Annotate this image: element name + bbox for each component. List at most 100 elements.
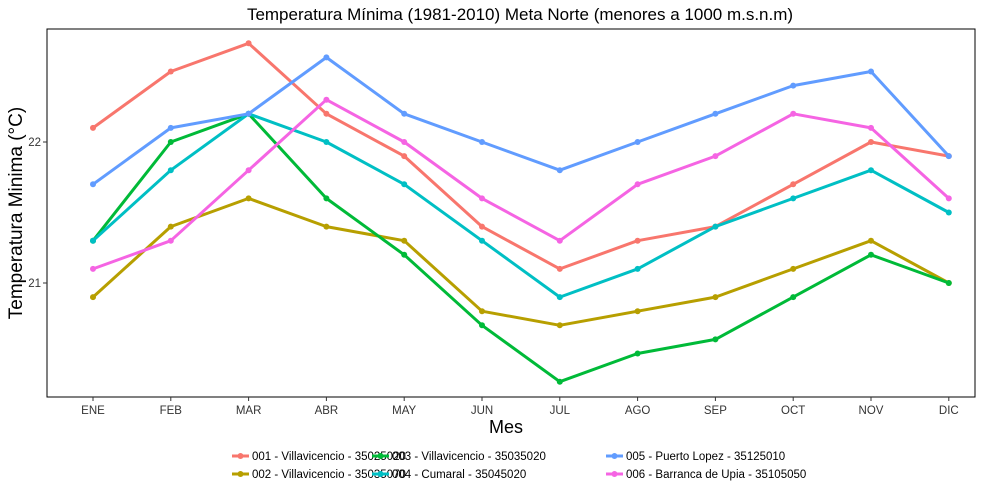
data-point [167, 223, 174, 230]
data-point [868, 167, 874, 174]
data-point [790, 82, 797, 89]
data-point [90, 294, 96, 301]
x-tick-label: NOV [859, 405, 884, 417]
data-point [167, 237, 174, 244]
data-point [479, 139, 485, 145]
data-point [479, 322, 485, 329]
series-6 [90, 96, 952, 272]
x-tick-label: JUN [471, 405, 493, 417]
legend-label: 004 - Cumaral - 35045020 [392, 469, 526, 481]
data-point [790, 195, 797, 202]
data-point [712, 336, 719, 343]
data-point [323, 54, 330, 61]
data-point [634, 181, 641, 188]
data-point [712, 153, 719, 160]
legend-label: 006 - Barranca de Upia - 35105050 [626, 469, 806, 481]
data-point [556, 378, 563, 385]
data-point [90, 265, 96, 272]
data-point [245, 110, 252, 117]
series-line [91, 112, 951, 299]
data-point [245, 167, 252, 174]
data-point [556, 294, 563, 301]
data-point [790, 110, 797, 117]
data-point [712, 110, 719, 117]
data-point [323, 96, 330, 103]
data-point [790, 265, 797, 272]
data-point [245, 40, 252, 47]
x-tick-label: MAY [392, 405, 416, 417]
data-point [712, 294, 719, 301]
series-line [91, 196, 951, 327]
legend-marker [611, 453, 618, 459]
legend-label: 001 - Villavicencio - 35025020 [252, 451, 406, 463]
data-point [479, 195, 485, 202]
series-4 [90, 110, 952, 301]
x-axis: ENE FEB MAR ABR MAY JUN JUL AGO SEP OCT NOV DIC [81, 397, 959, 417]
x-tick-label: ABR [315, 405, 339, 417]
data-point [401, 110, 408, 117]
data-point [479, 308, 485, 315]
legend-item: 004 - Cumaral - 35045020 [372, 469, 526, 481]
data-point [790, 294, 797, 301]
x-tick-label: FEB [160, 405, 183, 417]
chart-title: Temperatura Mínima (1981-2010) Meta Nort… [247, 5, 793, 24]
series-line [91, 98, 951, 271]
data-point [868, 139, 874, 145]
data-point [323, 139, 330, 145]
x-axis-title: Mes [489, 417, 523, 437]
legend-label: 005 - Puerto Lopez - 35125010 [626, 451, 785, 463]
legend-item: 002 - Villavicencio - 35035070 [232, 469, 406, 481]
data-point [167, 124, 174, 131]
legend-marker [611, 471, 618, 477]
data-point [868, 237, 874, 244]
x-tick-label: DIC [939, 405, 959, 417]
legend-item: 006 - Barranca de Upia - 35105050 [606, 469, 806, 481]
data-point [868, 251, 874, 258]
data-point [556, 167, 563, 174]
data-point [634, 237, 641, 244]
legend-marker [237, 471, 244, 477]
data-point [479, 237, 485, 244]
data-point [945, 153, 952, 160]
series-3 [90, 110, 952, 385]
legend-item: 005 - Puerto Lopez - 35125010 [606, 451, 785, 463]
data-point [90, 124, 96, 131]
data-point [556, 237, 563, 244]
data-point [868, 124, 874, 131]
y-axis: 21 22 [28, 137, 47, 290]
data-point [790, 181, 797, 188]
data-point [556, 265, 563, 272]
x-tick-label: SEP [704, 405, 727, 417]
data-point [167, 167, 174, 174]
y-tick-label: 22 [28, 137, 41, 149]
y-axis-title: Temperatura Minima (°C) [6, 107, 27, 319]
data-point [634, 308, 641, 315]
x-tick-label: AGO [625, 405, 651, 417]
data-point [945, 209, 952, 216]
data-point [945, 280, 952, 286]
data-point [167, 139, 174, 145]
data-point [634, 265, 641, 272]
series-line [91, 41, 951, 271]
data-point [323, 223, 330, 230]
data-point [167, 68, 174, 75]
legend: 001 - Villavicencio - 35025020 002 - Vill… [232, 451, 806, 481]
data-point [556, 322, 563, 329]
data-point [401, 139, 408, 145]
x-tick-label: JUL [550, 405, 571, 417]
data-point [868, 68, 874, 75]
data-point [945, 195, 952, 202]
data-point [323, 195, 330, 202]
data-point [712, 223, 719, 230]
data-point [90, 237, 96, 244]
legend-item: 001 - Villavicencio - 35025020 [232, 451, 406, 463]
series-5 [90, 54, 952, 188]
data-point [401, 237, 408, 244]
series-line [91, 112, 951, 384]
series-line [91, 55, 951, 186]
data-point [634, 139, 641, 145]
legend-label: 003 - Villavicencio - 35035020 [392, 451, 546, 463]
x-tick-label: ENE [81, 405, 105, 417]
